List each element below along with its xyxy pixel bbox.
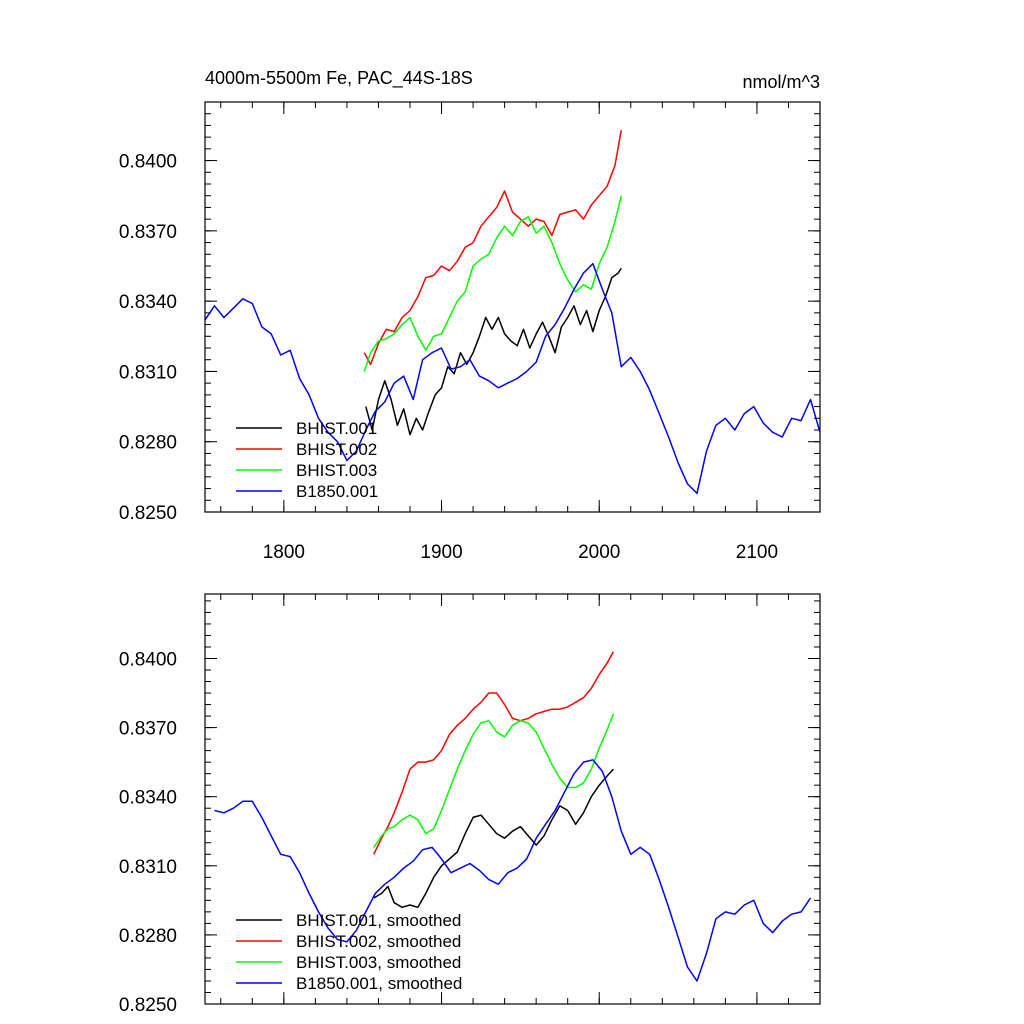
plot-frame bbox=[204, 101, 821, 513]
legend-label: BHIST.002, smoothed bbox=[296, 932, 461, 951]
series-line-0-1 bbox=[363, 129, 623, 366]
series-line-0-0 bbox=[365, 267, 622, 436]
series-line-1-3 bbox=[214, 759, 812, 982]
x-tick-label: 1900 bbox=[420, 542, 462, 563]
y-tick-label: 0.8340 bbox=[119, 292, 177, 313]
y-tick-label: 0.8250 bbox=[119, 995, 177, 1016]
y-tick-label: 0.8340 bbox=[119, 788, 177, 809]
units-label: nmol/m^3 bbox=[743, 72, 820, 92]
series-line-1-0 bbox=[373, 768, 614, 909]
y-tick-label: 0.8280 bbox=[119, 433, 177, 454]
legend-label: BHIST.001, smoothed bbox=[296, 911, 461, 930]
y-tick-label: 0.8400 bbox=[119, 649, 177, 670]
legend-label: BHIST.003 bbox=[296, 461, 377, 480]
x-tick-label: 1800 bbox=[263, 542, 305, 563]
chart-title: 4000m-5500m Fe, PAC_44S-18S bbox=[205, 68, 473, 89]
series-group bbox=[205, 129, 820, 495]
series-line-1-1 bbox=[373, 651, 615, 855]
y-tick-label: 0.8310 bbox=[119, 857, 177, 878]
x-tick-label: 2100 bbox=[736, 542, 778, 563]
series-line-1-2 bbox=[373, 713, 615, 848]
legend-label: BHIST.002 bbox=[296, 440, 377, 459]
series-group bbox=[214, 651, 812, 982]
y-tick-label: 0.8310 bbox=[119, 362, 177, 383]
plot-frame bbox=[204, 593, 821, 1005]
top-panel: 0.8250 0.8280 0.8310 0.8340 0.8370 0.8400 1800… bbox=[119, 68, 821, 563]
legend-label: BHIST.001 bbox=[296, 419, 377, 438]
series-line-0-2 bbox=[363, 195, 623, 372]
y-tick-label: 0.8250 bbox=[119, 503, 177, 524]
x-tick-label: 2000 bbox=[578, 542, 620, 563]
y-tick-label: 0.8280 bbox=[119, 926, 177, 947]
series-line-0-3 bbox=[205, 262, 820, 495]
bottom-panel: 0.8250 0.8280 0.8310 0.8340 0.8370 0.8400 BHIS… bbox=[119, 593, 821, 1016]
y-tick-label: 0.8370 bbox=[119, 222, 177, 243]
y-tick-label: 0.8400 bbox=[119, 152, 177, 173]
legend-label: BHIST.003, smoothed bbox=[296, 953, 461, 972]
legend-label: B1850.001, smoothed bbox=[296, 974, 462, 993]
y-tick-label: 0.8370 bbox=[119, 719, 177, 740]
legend-label: B1850.001 bbox=[296, 482, 378, 501]
